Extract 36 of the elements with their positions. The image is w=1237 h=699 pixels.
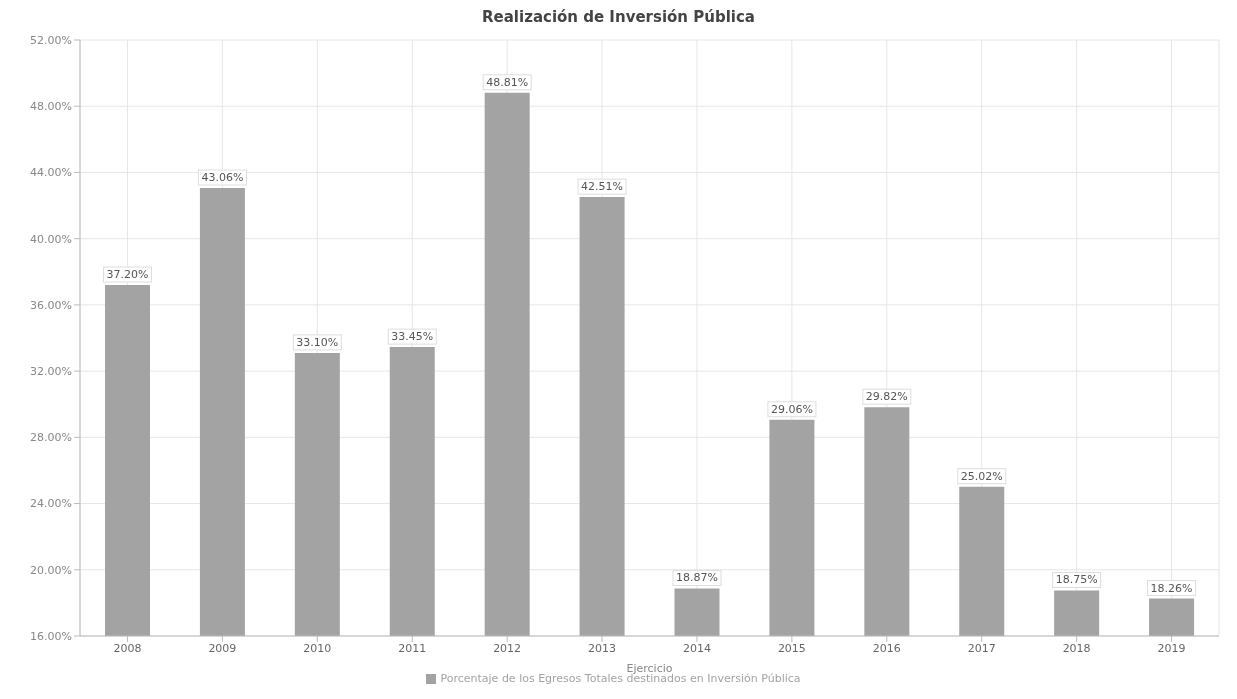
chart-title: Realización de Inversión Pública	[481, 8, 756, 28]
data-label: 18.87%	[676, 571, 718, 585]
y-tick-label: 24.00%	[30, 497, 72, 511]
data-label: 25.02%	[960, 469, 1003, 483]
y-tick-label: 44.00%	[30, 166, 72, 180]
data-label: 18.26%	[1150, 581, 1193, 595]
x-tick-label: 2013	[588, 641, 617, 655]
x-tick-label: 2010	[303, 641, 332, 655]
x-tick-label: 2009	[208, 641, 237, 655]
x-tick-label: 2012	[493, 641, 522, 655]
data-label: 18.75%	[1055, 573, 1098, 587]
y-tick-label: 20.00%	[30, 563, 72, 577]
data-label: 42.51%	[581, 180, 624, 194]
y-tick-label: 28.00%	[30, 431, 72, 445]
x-tick-label: 2015	[777, 641, 806, 655]
x-tick-label: 2019	[1157, 641, 1186, 655]
data-label: 33.10%	[296, 335, 339, 349]
x-tick-label: 2011	[398, 641, 427, 655]
x-tick-label: 2018	[1062, 641, 1091, 655]
data-label: 48.81%	[486, 75, 529, 89]
x-tick-label: 2008	[113, 641, 142, 655]
y-tick-label: 52.00%	[30, 33, 72, 47]
data-label: 29.82%	[865, 390, 908, 404]
y-tick-label: 40.00%	[30, 232, 72, 246]
data-label: 43.06%	[201, 171, 244, 185]
x-tick-label: 2016	[872, 641, 901, 655]
data-label: 29.06%	[770, 402, 813, 416]
x-axis-title: Ejercicio	[626, 662, 673, 675]
y-tick-label: 48.00%	[30, 100, 72, 114]
x-tick-label: 2014	[682, 641, 711, 655]
data-label: 33.45%	[391, 330, 434, 344]
y-tick-label: 16.00%	[30, 629, 72, 643]
x-tick-label: 2017	[967, 641, 996, 655]
data-label: 37.20%	[106, 268, 149, 282]
y-tick-label: 36.00%	[30, 298, 72, 312]
y-tick-label: 32.00%	[30, 365, 72, 379]
